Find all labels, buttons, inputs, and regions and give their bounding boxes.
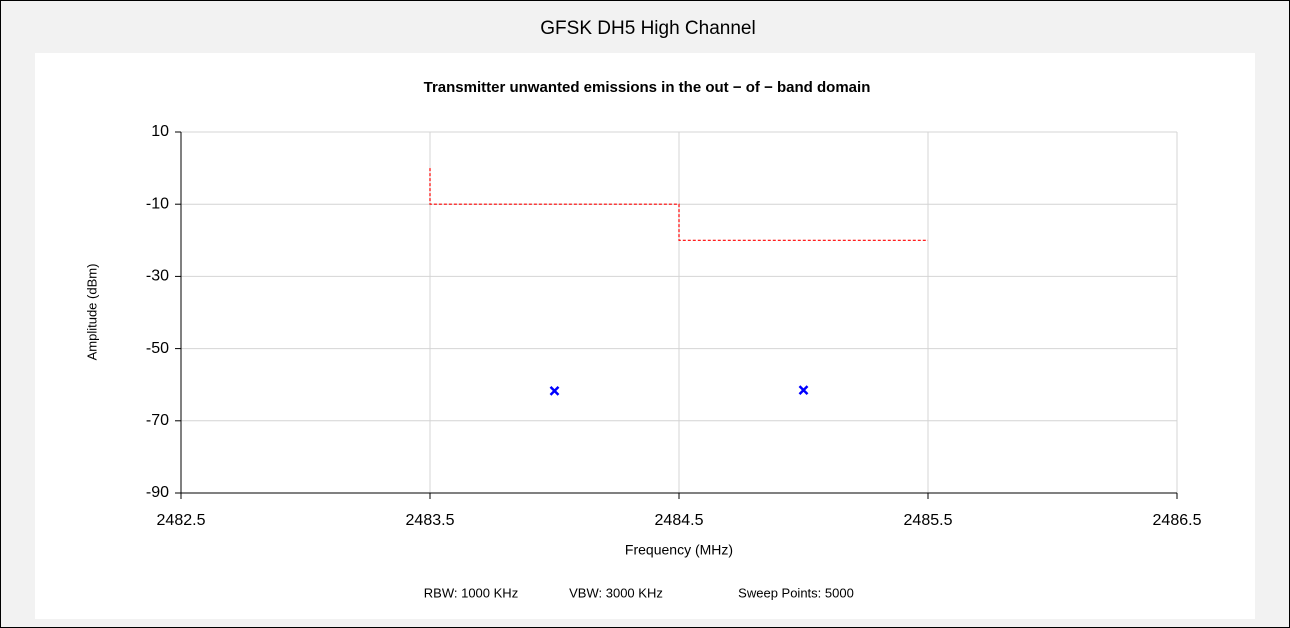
y-tick-label: -10	[146, 195, 169, 212]
point	[549, 385, 560, 396]
y-tick-label: -70	[146, 412, 169, 429]
x-tick-label: 2484.5	[655, 512, 704, 529]
x-tick-label: 2485.5	[904, 512, 953, 529]
header: GFSK DH5 High Channel	[540, 18, 755, 39]
y-tick-label: -50	[146, 340, 169, 357]
line	[429, 168, 928, 241]
x-tick-label: 2483.5	[406, 512, 455, 529]
chart-title: Transmitter unwanted emissions in the ou…	[424, 79, 871, 96]
footer-note: VBW: 3000 KHz	[569, 585, 663, 600]
y-tick-label: 10	[151, 123, 169, 140]
y-tick-label: -90	[146, 484, 169, 501]
chart-panel	[35, 53, 1255, 619]
point	[798, 385, 809, 395]
y-tick-label: -30	[146, 268, 169, 285]
x-tick-label: 2486.5	[1153, 512, 1202, 529]
footer-note: Sweep Points: 5000	[738, 585, 854, 600]
x-axis-label: Frequency (MHz)	[625, 542, 733, 558]
y-axis-label: Amplitude (dBm)	[84, 264, 99, 361]
x-tick-label: 2482.5	[157, 512, 206, 529]
footer-note: RBW: 1000 KHz	[424, 585, 518, 600]
